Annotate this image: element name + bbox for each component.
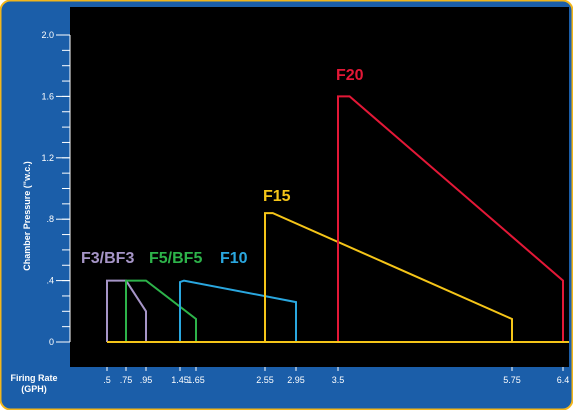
x-tick-label: 6.4 xyxy=(557,375,570,385)
series-label-f15: F15 xyxy=(263,188,291,205)
x-axis-title-line2: (GPH) xyxy=(21,384,47,394)
series-label-f5-bf5: F5/BF5 xyxy=(149,250,202,267)
series-label-f10: F10 xyxy=(220,250,248,267)
x-tick-label: 2.55 xyxy=(256,375,274,385)
plot-background xyxy=(70,7,569,367)
series-label-f20: F20 xyxy=(336,67,364,84)
y-tick-label: 1.2 xyxy=(41,153,54,163)
y-tick-label: 2.0 xyxy=(41,30,54,40)
x-tick-label: 1.45 xyxy=(171,375,189,385)
y-tick-label: .4 xyxy=(46,276,54,286)
series-labels: F3/BF3 F5/BF5 F10 F15 F20 xyxy=(81,67,364,267)
x-tick-label: 5.75 xyxy=(503,375,521,385)
series-group xyxy=(106,95,569,343)
x-tick-label: .5 xyxy=(103,375,111,385)
x-tick-label: .95 xyxy=(140,375,153,385)
x-tick-label: 3.5 xyxy=(332,375,345,385)
x-tick-label: 1.65 xyxy=(187,375,205,385)
y-axis: 0 .4 .8 1.2 1.6 2.0 xyxy=(41,30,71,347)
y-axis-title: Chamber Pressure ("w.c.) xyxy=(22,161,32,270)
y-tick-label: 1.6 xyxy=(41,91,54,101)
y-tick-label: 0 xyxy=(49,337,54,347)
x-axis-title-line1: Firing Rate xyxy=(10,373,57,383)
x-tick-label: 2.95 xyxy=(287,375,305,385)
y-tick-label: .8 xyxy=(46,214,54,224)
x-tick-label: .75 xyxy=(120,375,133,385)
series-label-f3-bf3: F3/BF3 xyxy=(81,250,134,267)
x-axis: .5 .75 .95 1.451.65 2.55 2.95 3.5 5.75 6.4 xyxy=(103,367,569,385)
